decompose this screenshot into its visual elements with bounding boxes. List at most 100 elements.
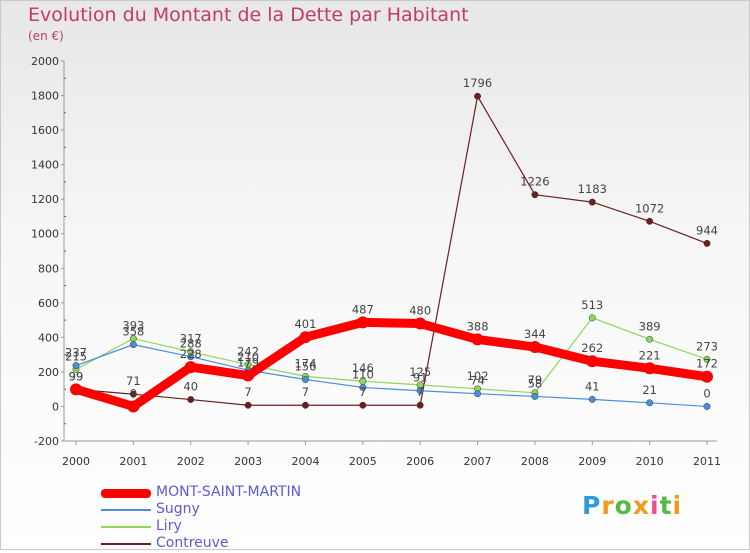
data-point	[588, 314, 596, 322]
x-tick-label: 2009	[578, 455, 606, 468]
data-point	[129, 341, 137, 349]
data-label: 944	[696, 223, 718, 237]
y-tick-label: 1600	[31, 124, 59, 137]
data-point	[703, 355, 711, 363]
data-point	[646, 335, 654, 343]
logo-letter: x	[632, 491, 650, 520]
y-tick-label: 1200	[31, 193, 59, 206]
x-tick-label: 2000	[62, 455, 90, 468]
data-point	[471, 333, 484, 346]
series-lines	[71, 95, 712, 411]
data-label: 1226	[520, 175, 549, 189]
data-label: 1796	[463, 76, 492, 90]
data-point	[184, 361, 197, 374]
data-point	[531, 191, 539, 199]
data-point	[474, 390, 481, 398]
data-label: 7	[359, 385, 366, 399]
legend-swatch	[101, 526, 151, 528]
data-label: 40	[183, 380, 198, 394]
data-point	[701, 370, 713, 383]
legend-swatch	[101, 509, 151, 511]
legend-swatch	[101, 489, 151, 498]
x-tick-label: 2007	[464, 455, 492, 468]
logo-letter: i	[650, 491, 660, 520]
data-label: 179	[237, 356, 259, 370]
data-label: 71	[126, 374, 141, 388]
data-point	[588, 395, 596, 403]
x-tick-label: 2001	[119, 455, 147, 468]
data-label: 317	[180, 332, 202, 346]
data-label: 221	[639, 348, 661, 362]
series-line-sugny	[75, 344, 708, 408]
data-label: 79	[528, 373, 543, 387]
data-label: 110	[352, 367, 374, 381]
x-tick-label: 2006	[406, 455, 434, 468]
data-label: 393	[122, 319, 144, 333]
x-tick-label: 2004	[291, 455, 319, 468]
data-point	[703, 403, 711, 410]
data-label: 0	[130, 386, 137, 400]
data-label: 156	[294, 360, 316, 374]
data-label: 99	[69, 369, 84, 383]
data-point	[242, 369, 255, 382]
data-label: 74	[470, 374, 485, 388]
y-tick-label: 200	[38, 366, 59, 379]
logo-letter: o	[614, 491, 633, 520]
data-label: 1072	[635, 201, 664, 215]
data-point	[359, 384, 367, 391]
series-line-contreuve	[75, 95, 708, 406]
legend-swatch	[101, 543, 151, 545]
y-tick-label: 2000	[31, 55, 59, 68]
data-label: 215	[65, 349, 87, 363]
axes: -200020040060080010001200140016001800200…	[31, 55, 721, 468]
data-point	[414, 317, 427, 330]
data-point	[646, 399, 654, 407]
data-point	[129, 390, 137, 398]
proxiti-logo: Proxiti	[582, 491, 682, 520]
data-label: 125	[409, 365, 431, 379]
data-point	[359, 401, 367, 409]
series-points	[70, 92, 713, 413]
data-label: 7	[302, 385, 309, 399]
data-point	[643, 362, 656, 375]
data-point	[416, 401, 424, 409]
x-tick-label: 2008	[521, 455, 549, 468]
data-label: 344	[524, 327, 546, 341]
data-label: 262	[581, 341, 603, 355]
legend-label: Sugny	[156, 501, 200, 517]
legend-label: Liry	[156, 518, 182, 534]
x-tick-label: 2002	[177, 455, 205, 468]
point-labels: 99 0 228 179 401 487 480 388 344 262 221 172 237 358 2…	[65, 76, 718, 400]
data-point	[474, 92, 481, 100]
data-label: 172	[696, 357, 718, 371]
x-tick-label: 2011	[693, 455, 721, 468]
y-tick-label: 800	[38, 262, 59, 275]
data-point	[302, 401, 309, 409]
y-tick-label: 1000	[31, 228, 59, 241]
y-tick-label: 0	[52, 400, 59, 413]
data-label: 237	[65, 346, 87, 360]
data-label: 487	[352, 302, 374, 316]
data-label: 174	[294, 356, 316, 370]
data-point	[299, 331, 312, 344]
data-label: 388	[467, 319, 489, 333]
data-point	[646, 217, 654, 225]
data-label: 146	[352, 361, 374, 375]
chart-title: Evolution du Montant de la Dette par Hab…	[28, 4, 469, 26]
y-tick-label: -200	[34, 435, 59, 448]
data-label: 58	[528, 376, 543, 390]
data-label: 513	[581, 298, 603, 312]
data-label: 102	[467, 369, 489, 383]
legend-label: Contreuve	[156, 535, 229, 551]
data-point	[187, 353, 195, 361]
logo-letter: P	[582, 491, 602, 520]
data-point	[302, 376, 309, 383]
data-label: 91	[413, 371, 428, 385]
data-label: 358	[122, 325, 144, 339]
data-label: 21	[642, 383, 657, 397]
legend-label: MONT-SAINT-MARTIN	[156, 484, 302, 500]
data-label: 288	[180, 337, 202, 351]
data-point	[72, 362, 80, 369]
data-point	[127, 400, 140, 413]
